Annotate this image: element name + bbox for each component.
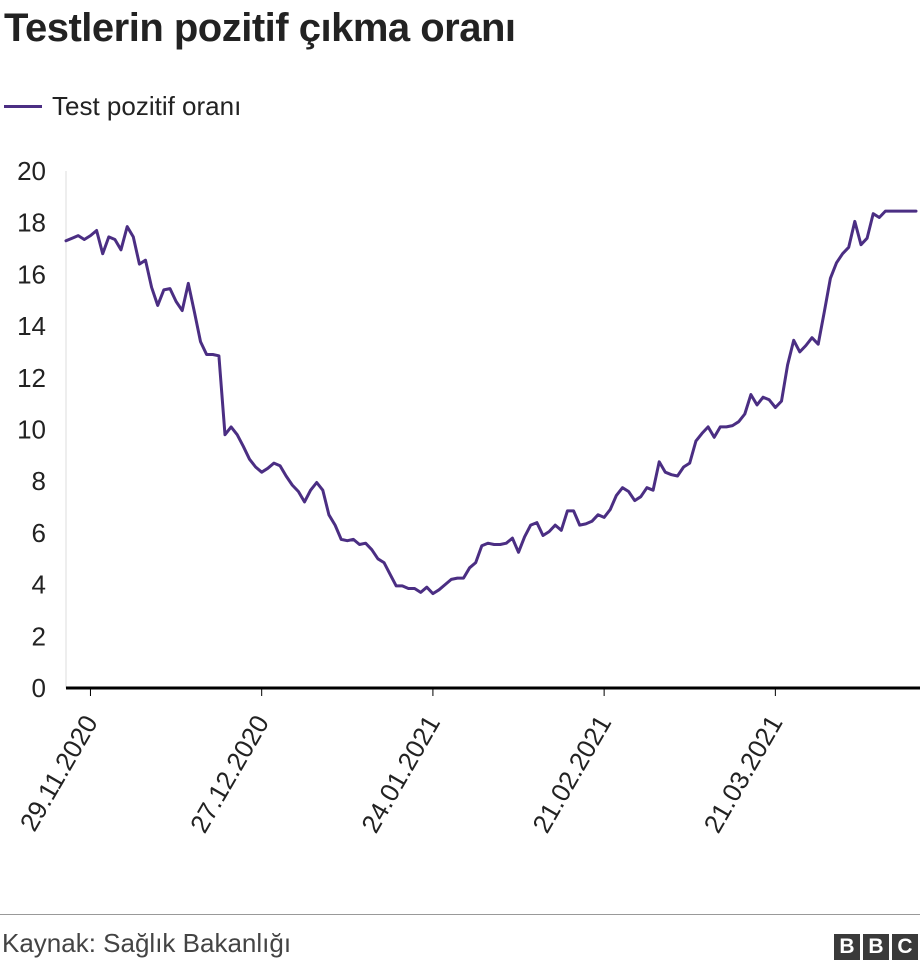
line-chart: 0 2 4 6 8 10 12 14 16 18 20 29.11.2020 27.12.2020 24… <box>14 156 920 838</box>
y-tick-label: 10 <box>17 415 46 445</box>
legend-label: Test pozitif oranı <box>52 90 242 121</box>
footer-divider <box>0 914 920 915</box>
bbc-logo-letter: B <box>863 934 889 960</box>
y-tick-label: 20 <box>17 156 46 186</box>
x-tick-label: 29.11.2020 <box>14 710 104 836</box>
y-tick-label: 14 <box>17 311 46 341</box>
chart-title: Testlerin pozitif çıkma oranı <box>4 6 516 50</box>
x-tick-label: 21.02.2021 <box>526 710 617 838</box>
x-tick-label: 21.03.2021 <box>697 710 788 838</box>
x-tick-label: 27.12.2020 <box>184 710 275 838</box>
y-tick-label: 2 <box>32 621 46 651</box>
series-layer <box>64 209 918 596</box>
y-tick-label: 6 <box>32 518 46 548</box>
y-tick-label: 8 <box>32 466 46 496</box>
y-tick-label: 18 <box>17 208 46 238</box>
bbc-logo-letter: C <box>892 934 918 960</box>
series-line <box>64 209 918 596</box>
x-tick-label: 24.01.2021 <box>355 710 446 838</box>
bbc-logo: B B C <box>834 934 918 960</box>
source-note: Kaynak: Sağlık Bakanlığı <box>2 928 292 958</box>
legend-line-swatch <box>4 104 42 108</box>
bbc-logo-letter: B <box>834 934 860 960</box>
x-axis: 29.11.2020 27.12.2020 24.01.2021 21.02.2021… <box>14 686 920 838</box>
legend: Test pozitif oranı <box>4 90 241 122</box>
y-tick-label: 16 <box>17 259 46 289</box>
y-tick-label: 12 <box>17 363 46 393</box>
y-tick-label: 4 <box>32 570 46 600</box>
y-axis: 0 2 4 6 8 10 12 14 16 18 20 <box>17 156 67 703</box>
y-tick-label: 0 <box>32 673 46 703</box>
